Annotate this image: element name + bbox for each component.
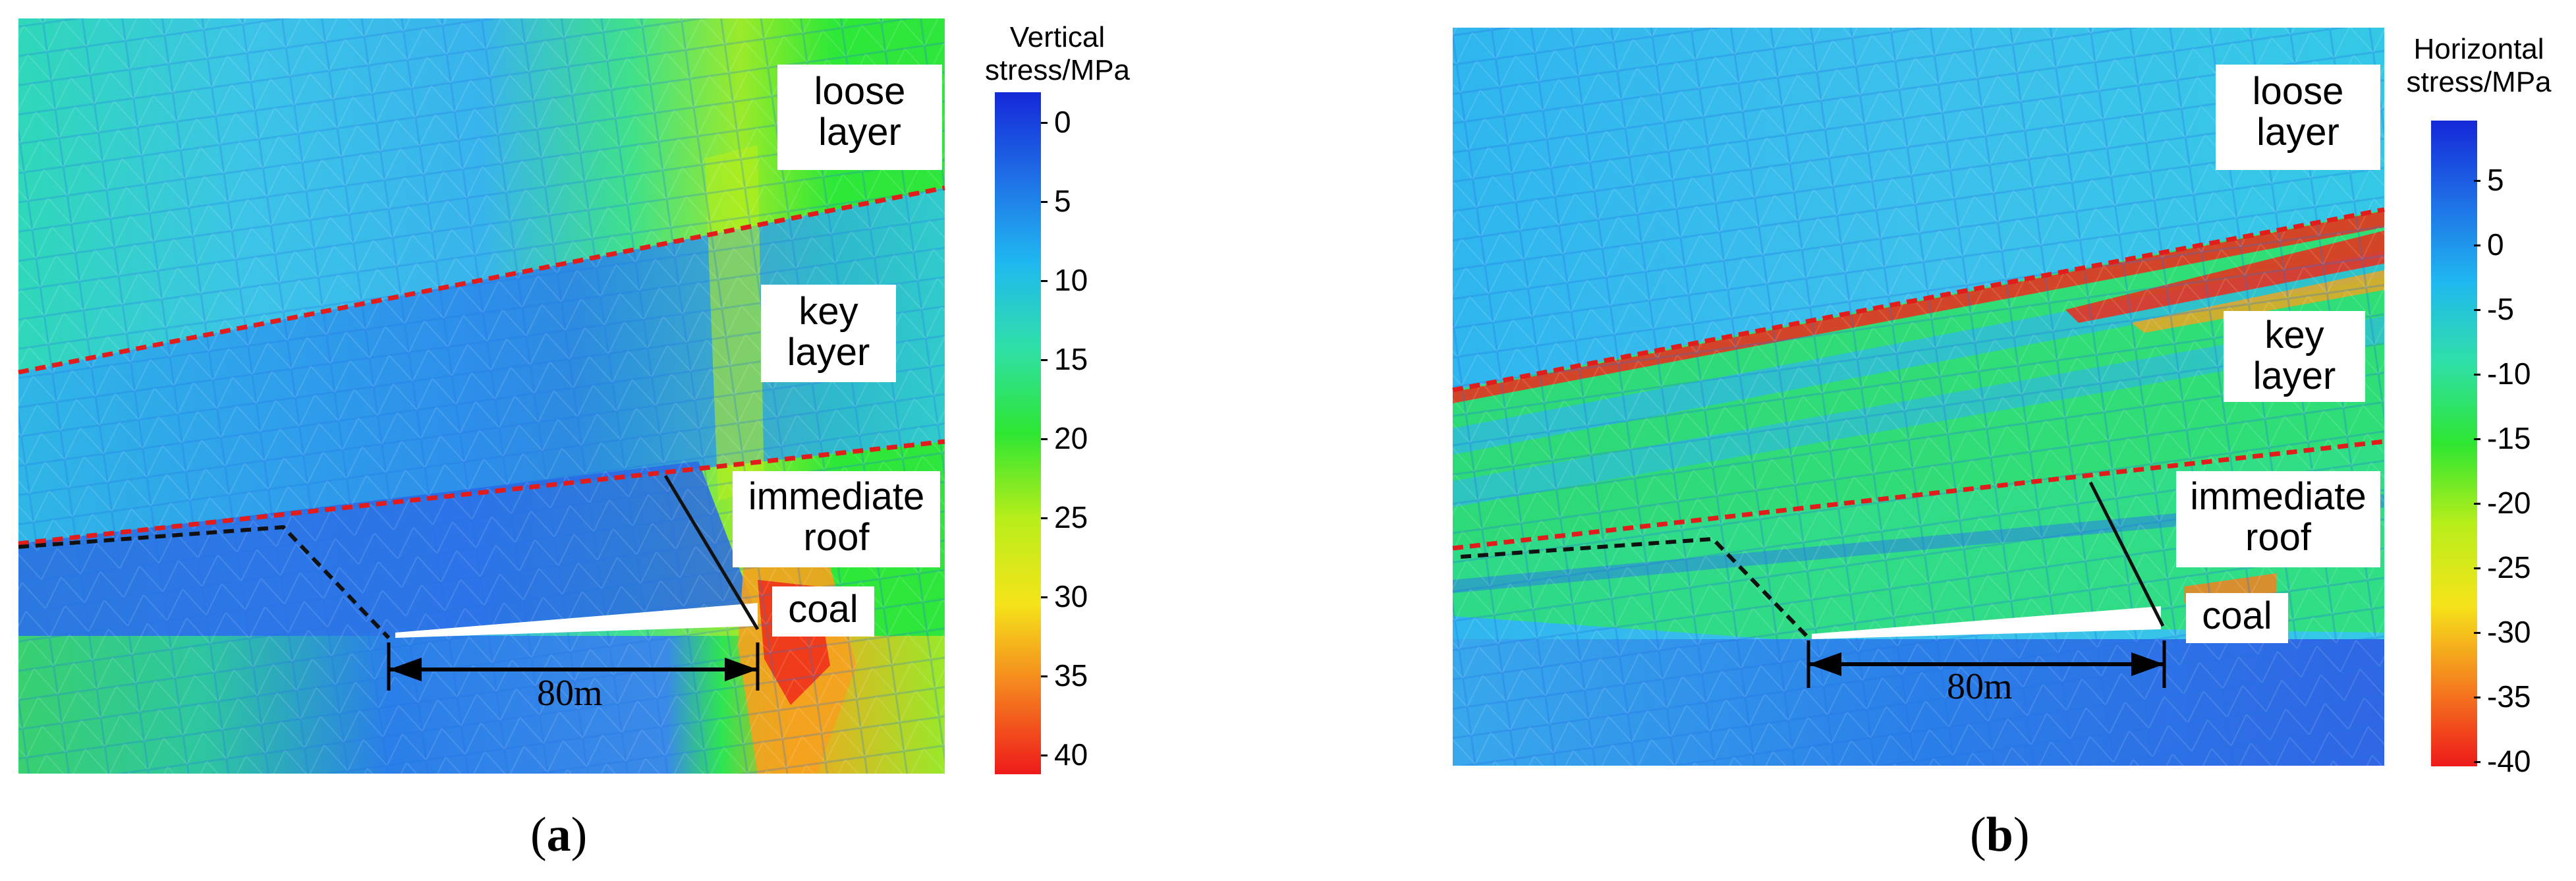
label-key-layer-a: key layer bbox=[761, 285, 896, 382]
panel-a: 80m loose layer key layer immediate roof… bbox=[18, 18, 1133, 862]
colorbar-tick-mark bbox=[1041, 359, 1048, 361]
colorbar-ticks-a: 0 5 10 15 20 25 30 35 40 bbox=[1041, 92, 1133, 774]
colorbar-a bbox=[995, 92, 1041, 774]
label-loose-layer-a: loose layer bbox=[777, 65, 942, 170]
colorbar-tick-mark bbox=[2474, 567, 2480, 569]
colorbar-tick-mark bbox=[2474, 309, 2480, 311]
colorbar-tick-label: 5 bbox=[2487, 163, 2504, 197]
colorbar-tick-label: 25 bbox=[1054, 500, 1088, 534]
key-roof-boundary-a bbox=[18, 439, 945, 546]
colorbar-tick-mark bbox=[2474, 632, 2480, 634]
colorbar-tick-mark bbox=[1041, 438, 1048, 440]
colorbar-tick-label: -5 bbox=[2487, 292, 2514, 326]
caption-a: (a) bbox=[530, 808, 588, 862]
colorbar-tick-mark bbox=[1041, 122, 1048, 124]
key-roof-boundary-b bbox=[1452, 439, 2385, 551]
colorbar-title-b: Horizontal stress/MPa bbox=[2406, 33, 2552, 98]
colorbar-tick-label: 15 bbox=[1054, 342, 1088, 376]
colorbar-tick-mark bbox=[1041, 517, 1048, 519]
break-line-a bbox=[663, 474, 760, 631]
colorbar-tick-label: 20 bbox=[1054, 421, 1088, 455]
colorbar-tick-mark bbox=[1041, 675, 1048, 677]
colorbar-tick-label: 35 bbox=[1054, 658, 1088, 693]
colorbar-tick-mark bbox=[2474, 438, 2480, 440]
dimension-label-a: 80m bbox=[537, 673, 603, 714]
colorbar-tick-mark bbox=[2474, 244, 2480, 246]
colorbar-tick-label: -25 bbox=[2487, 550, 2531, 584]
loose-key-boundary-a bbox=[18, 185, 945, 375]
label-coal-a: coal bbox=[772, 586, 874, 637]
colorbar-tick-mark bbox=[2474, 180, 2480, 182]
colorbar-tick-label: 10 bbox=[1054, 263, 1088, 297]
colorbar-tick-mark bbox=[1041, 596, 1048, 598]
colorbar-tick-label: 5 bbox=[1054, 184, 1071, 218]
colorbar-tick-label: -20 bbox=[2487, 486, 2531, 520]
caption-b: (b) bbox=[1970, 808, 2030, 862]
colorbar-tick-mark bbox=[2474, 761, 2480, 763]
break-line-b bbox=[2088, 481, 2165, 627]
colorbar-tick-mark bbox=[2474, 503, 2480, 505]
label-immediate-roof-a: immediate roof bbox=[733, 471, 940, 567]
colorbar-tick-label: 40 bbox=[1054, 737, 1088, 772]
colorbar-tick-label: 0 bbox=[1054, 105, 1071, 139]
colorbar-tick-label: 30 bbox=[1054, 579, 1088, 613]
caving-line-a bbox=[18, 525, 391, 640]
colorbar-b bbox=[2431, 121, 2477, 766]
colorbar-tick-mark bbox=[2474, 696, 2480, 698]
colorbar-tick-label: -15 bbox=[2487, 421, 2531, 455]
colorbar-tick-label: -40 bbox=[2487, 744, 2531, 778]
label-immediate-roof-b: immediate roof bbox=[2176, 471, 2380, 567]
caving-line-b bbox=[1460, 536, 1810, 640]
colorbar-tick-label: -35 bbox=[2487, 679, 2531, 714]
dimension-label-b: 80m bbox=[1947, 666, 2013, 707]
panel-b: 80m loose layer key layer immediate roof… bbox=[1288, 0, 2576, 881]
colorbar-tick-mark bbox=[1041, 754, 1048, 756]
label-loose-layer-b: loose layer bbox=[2216, 65, 2380, 170]
colorbar-title-a: Vertical stress/MPa bbox=[984, 21, 1131, 86]
colorbar-tick-label: -10 bbox=[2487, 356, 2531, 391]
colorbar-tick-mark bbox=[1041, 280, 1048, 282]
colorbar-tick-mark bbox=[1041, 201, 1048, 203]
colorbar-tick-label: -30 bbox=[2487, 615, 2531, 649]
label-key-layer-b: key layer bbox=[2224, 311, 2365, 402]
label-coal-b: coal bbox=[2186, 593, 2288, 643]
loose-key-boundary-b bbox=[1452, 207, 2385, 393]
colorbar-tick-mark bbox=[2474, 374, 2480, 376]
stress-contour-map-b bbox=[1452, 28, 2385, 766]
colorbar-ticks-b: 5 0 -5 -10 -15 -20 -25 -30 -35 -40 bbox=[2474, 121, 2573, 778]
colorbar-tick-label: 0 bbox=[2487, 227, 2504, 262]
